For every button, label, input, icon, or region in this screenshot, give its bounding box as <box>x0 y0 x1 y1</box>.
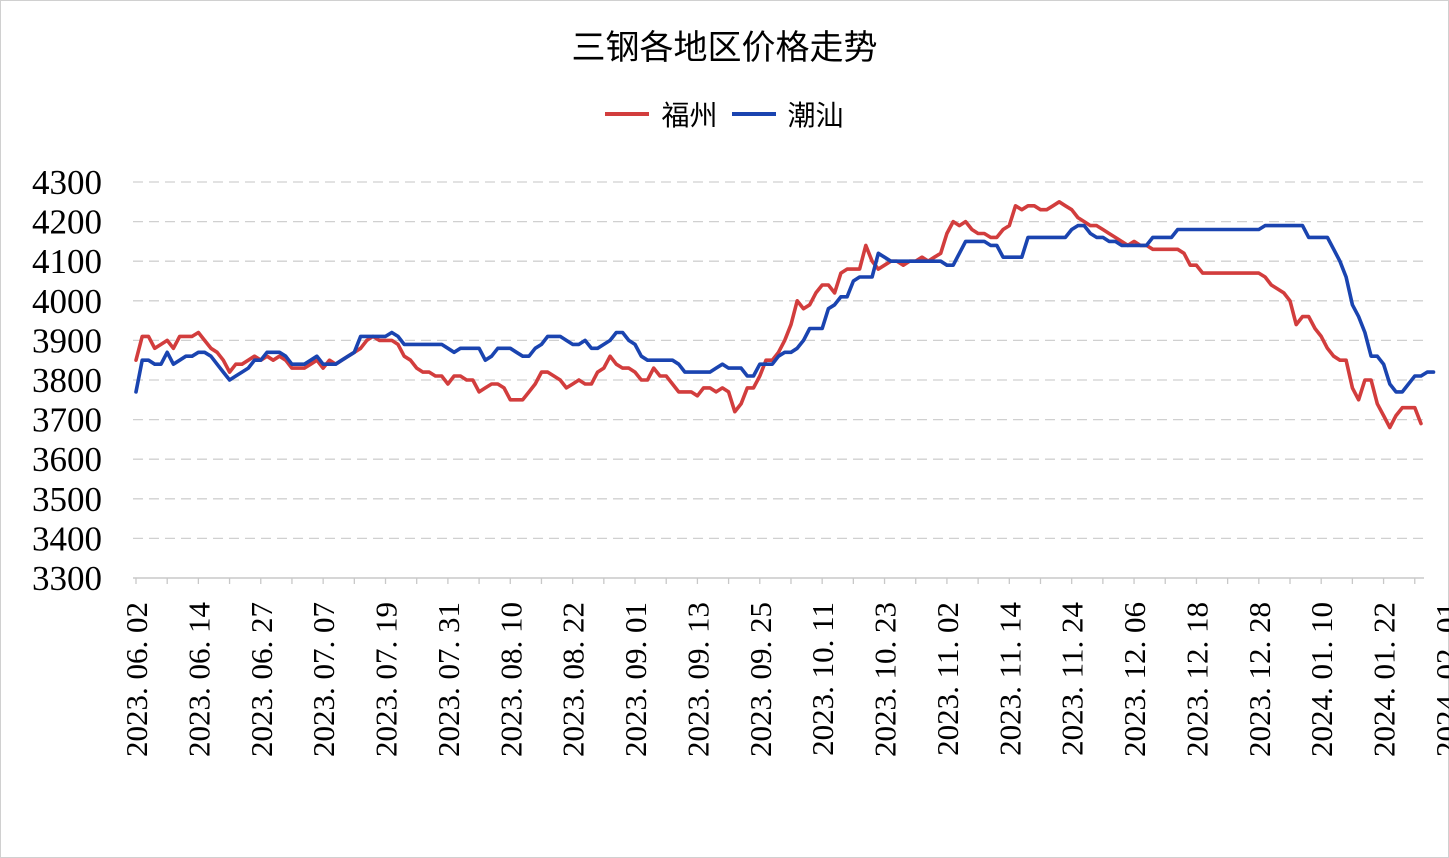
x-tick-label: 2023. 09. 01 <box>618 602 653 757</box>
y-tick-label: 4100 <box>32 242 102 281</box>
x-tick-label: 2023. 07. 19 <box>369 602 404 757</box>
legend-label-fuzhou: 福州 <box>661 99 718 132</box>
legend: 福州 潮汕 <box>0 94 1449 134</box>
x-tick-label: 2023. 09. 13 <box>680 602 715 757</box>
x-tick-label: 2024. 01. 10 <box>1304 602 1339 757</box>
x-tick-label: 2023. 12. 18 <box>1179 602 1214 757</box>
legend-label-chaoshan: 潮汕 <box>787 99 844 132</box>
x-tick-label: 2023. 12. 06 <box>1117 602 1152 757</box>
y-tick-label: 3800 <box>32 361 102 400</box>
legend-swatch-fuzhou <box>605 112 650 116</box>
x-tick-label: 2023. 11. 24 <box>1055 602 1090 756</box>
y-tick-label: 4300 <box>32 163 102 202</box>
series-line-fuzhou <box>134 200 1423 430</box>
y-tick-label: 3600 <box>32 440 102 479</box>
x-tick-label: 2023. 07. 07 <box>306 602 341 757</box>
x-tick-label: 2023. 06. 02 <box>119 602 154 757</box>
y-tick-label: 3300 <box>32 559 102 598</box>
y-tick-label: 3700 <box>32 401 102 440</box>
x-tick-label: 2023. 08. 22 <box>556 602 591 757</box>
x-tick-label: 2024. 02. 01 <box>1429 602 1449 757</box>
x-tick-label: 2023. 11. 02 <box>930 602 965 756</box>
x-tick-label: 2023. 09. 25 <box>743 602 778 757</box>
x-tick-label: 2023. 11. 14 <box>992 602 1027 756</box>
y-tick-label: 3900 <box>32 321 102 360</box>
y-tick-label: 3500 <box>32 480 102 519</box>
y-tick-label: 3400 <box>32 519 102 558</box>
x-tick-label: 2023. 06. 14 <box>181 602 216 758</box>
y-tick-label: 4000 <box>32 282 102 321</box>
legend-item-chaoshan: 潮汕 <box>731 94 844 134</box>
x-tick-label: 2024. 01. 22 <box>1367 602 1402 757</box>
x-tick-label: 2023. 12. 28 <box>1242 602 1277 757</box>
y-tick-label: 4200 <box>32 203 102 242</box>
x-tick-label: 2023. 10. 23 <box>868 602 903 757</box>
x-tick-label: 2023. 08. 10 <box>493 602 528 757</box>
legend-item-fuzhou: 福州 <box>605 94 718 134</box>
x-tick-label: 2023. 06. 27 <box>244 602 279 757</box>
x-tick-label: 2023. 07. 31 <box>431 602 466 757</box>
series-line-chaoshan <box>134 223 1436 394</box>
x-tick-label: 2023. 10. 11 <box>805 602 840 756</box>
legend-swatch-chaoshan <box>731 112 776 116</box>
chart-title: 三钢各地区价格走势 <box>571 28 878 68</box>
